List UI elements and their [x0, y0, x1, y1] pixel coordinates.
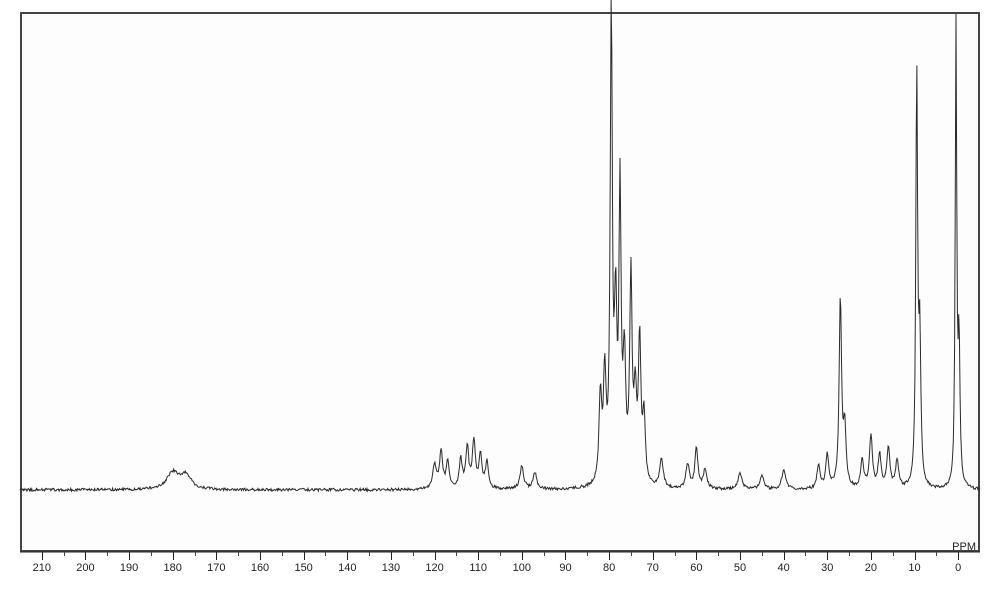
x-tick-label: 40 — [778, 562, 790, 574]
x-tick-label: 30 — [821, 562, 833, 574]
x-tick-minor — [718, 552, 719, 556]
x-tick-label: 150 — [294, 562, 312, 574]
x-tick-minor — [413, 552, 414, 556]
x-tick-minor — [587, 552, 588, 556]
x-tick-label: 120 — [425, 562, 443, 574]
x-tick-minor — [544, 552, 545, 556]
x-tick-label: 180 — [164, 562, 182, 574]
x-tick-label: 80 — [603, 562, 615, 574]
x-tick-major — [435, 552, 436, 560]
x-tick-label: 130 — [382, 562, 400, 574]
x-tick-major — [304, 552, 305, 560]
x-tick-major — [653, 552, 654, 560]
x-tick-minor — [762, 552, 763, 556]
x-tick-label: 190 — [120, 562, 138, 574]
x-axis: 2102001901801701601501401301201101009080… — [0, 552, 1000, 592]
x-tick-minor — [325, 552, 326, 556]
x-tick-label: 110 — [469, 562, 487, 574]
x-tick-minor — [631, 552, 632, 556]
x-tick-major — [740, 552, 741, 560]
x-tick-minor — [282, 552, 283, 556]
x-tick-label: 50 — [734, 562, 746, 574]
x-tick-minor — [893, 552, 894, 556]
x-tick-major — [696, 552, 697, 560]
x-tick-major — [478, 552, 479, 560]
x-tick-major — [871, 552, 872, 560]
x-tick-major — [522, 552, 523, 560]
x-tick-major — [173, 552, 174, 560]
x-tick-minor — [500, 552, 501, 556]
x-tick-minor — [64, 552, 65, 556]
x-tick-major — [85, 552, 86, 560]
x-tick-label: 0 — [955, 562, 961, 574]
x-tick-label: 90 — [559, 562, 571, 574]
x-tick-minor — [369, 552, 370, 556]
x-tick-minor — [195, 552, 196, 556]
x-tick-minor — [238, 552, 239, 556]
x-tick-label: 100 — [513, 562, 531, 574]
x-tick-major — [609, 552, 610, 560]
x-tick-major — [565, 552, 566, 560]
x-tick-major — [42, 552, 43, 560]
x-tick-label: 70 — [647, 562, 659, 574]
x-tick-major — [827, 552, 828, 560]
x-tick-label: 170 — [207, 562, 225, 574]
x-tick-label: 160 — [251, 562, 269, 574]
x-tick-minor — [456, 552, 457, 556]
nmr-spectrum-container: 2102001901801701601501401301201101009080… — [0, 0, 1000, 600]
x-tick-minor — [675, 552, 676, 556]
spectrum-trace — [20, 0, 980, 491]
x-tick-minor — [849, 552, 850, 556]
x-tick-major — [391, 552, 392, 560]
x-tick-minor — [151, 552, 152, 556]
spectrum-plot — [0, 0, 1000, 600]
x-tick-major — [260, 552, 261, 560]
x-tick-minor — [107, 552, 108, 556]
x-tick-major — [915, 552, 916, 560]
x-tick-major — [129, 552, 130, 560]
x-tick-minor — [936, 552, 937, 556]
x-tick-label: 20 — [865, 562, 877, 574]
x-tick-label: 10 — [908, 562, 920, 574]
x-axis-title: PPM — [952, 541, 976, 553]
x-tick-label: 210 — [33, 562, 51, 574]
x-tick-label: 60 — [690, 562, 702, 574]
x-tick-major — [784, 552, 785, 560]
x-tick-major — [216, 552, 217, 560]
x-tick-major — [347, 552, 348, 560]
x-tick-minor — [805, 552, 806, 556]
x-tick-major — [958, 552, 959, 560]
x-tick-label: 200 — [76, 562, 94, 574]
x-tick-label: 140 — [338, 562, 356, 574]
